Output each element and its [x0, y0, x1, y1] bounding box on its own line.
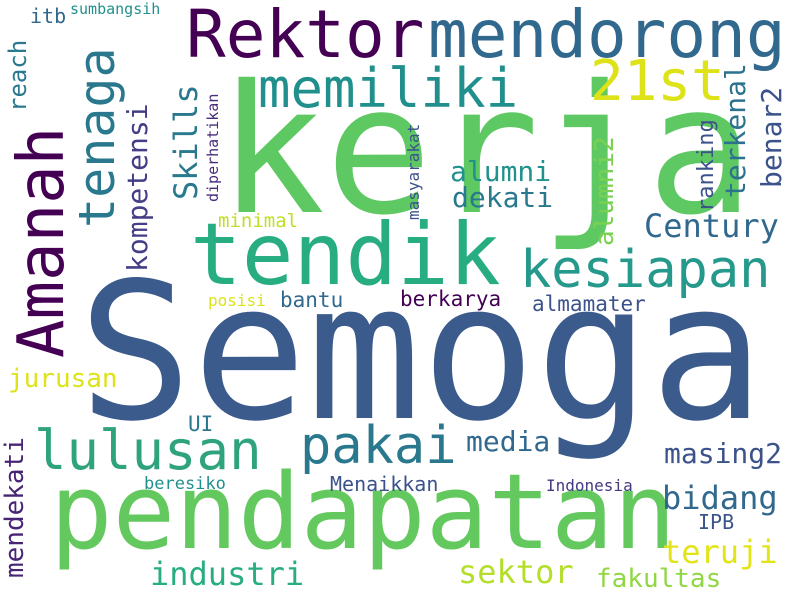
word-skills: Skills	[167, 84, 205, 200]
word-benar2: benar2	[755, 86, 788, 188]
word-itb: itb	[30, 4, 67, 28]
word-tendik: tendik	[190, 205, 501, 305]
word-menaikkan: Menaikkan	[330, 472, 439, 496]
word-beresiko: beresiko	[144, 474, 226, 494]
word-memiliki: memiliki	[258, 57, 519, 120]
word-posisi: posisi	[208, 291, 266, 310]
word-tenaga: tenaga	[68, 47, 126, 228]
word-mendorong: mendorong	[428, 0, 786, 73]
word-amanah: Amanah	[5, 126, 79, 358]
word-pakai: pakai	[300, 416, 457, 476]
word-reach: reach	[4, 39, 32, 112]
word-bidang: bidang	[662, 479, 778, 517]
word-almamater: almamater	[532, 292, 646, 316]
word-indonesia: Indonesia	[546, 476, 633, 495]
word-alumni: alumni	[450, 155, 552, 188]
word-kompetensi: kompetensi	[121, 103, 154, 272]
word-ranking: ranking	[694, 119, 719, 212]
word-jurusan: jurusan	[8, 364, 118, 394]
word-industri: industri	[150, 555, 305, 593]
word-fakultas: fakultas	[596, 564, 722, 594]
word-sumbangsih: sumbangsih	[70, 0, 161, 18]
word-rektor: Rektor	[186, 0, 425, 73]
word-masyarakat: masyarakat	[404, 123, 423, 220]
word-lulusan: lulusan	[34, 419, 262, 482]
word-alumni2: alumni2	[590, 136, 620, 246]
word-masing2: masing2	[664, 437, 783, 470]
word-pendapatan: pendapatan	[50, 451, 677, 573]
word-kesiapan: kesiapan	[520, 240, 771, 300]
word-berkarya: berkarya	[400, 287, 502, 311]
word-media: media	[466, 425, 551, 458]
word-21st: 21st	[590, 49, 725, 114]
word-diperhatikan: diperhatikan	[204, 93, 222, 202]
word-kerja: kerja	[218, 47, 754, 254]
word-teruji: teruji	[662, 533, 778, 571]
word-ui: UI	[188, 412, 214, 436]
word-century: Century	[644, 207, 779, 245]
word-bantu: bantu	[280, 288, 344, 312]
word-dekati: dekati	[452, 181, 554, 214]
word-sektor: sektor	[458, 553, 574, 591]
word-ipb: IPB	[698, 510, 735, 534]
word-mendekati: mendekati	[0, 437, 30, 578]
word-minimal: minimal	[218, 210, 299, 232]
word-terkenal: terkenal	[719, 63, 752, 198]
word-semoga: Semoga	[78, 242, 765, 463]
